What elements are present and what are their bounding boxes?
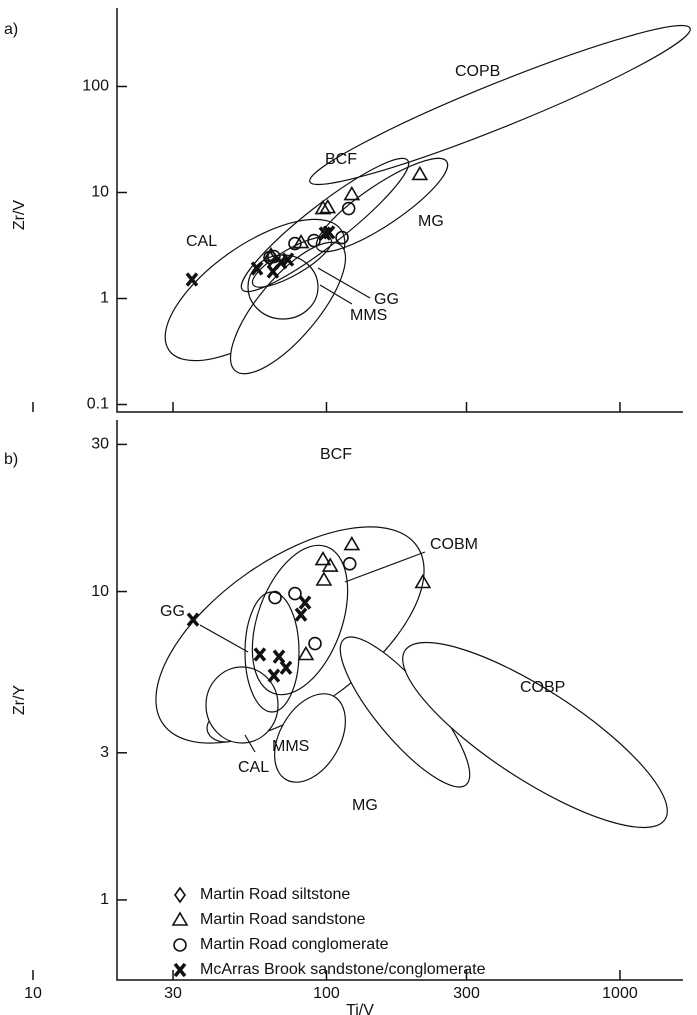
y-tick-label: 1 bbox=[100, 891, 109, 908]
axes bbox=[116, 420, 683, 981]
point bbox=[341, 201, 356, 216]
point bbox=[411, 165, 429, 181]
field-label: COBM bbox=[430, 536, 478, 553]
field bbox=[229, 241, 347, 375]
field bbox=[251, 544, 349, 696]
point bbox=[268, 590, 282, 605]
axes bbox=[116, 8, 683, 413]
y-tick-label: 10 bbox=[91, 583, 109, 600]
point bbox=[321, 557, 339, 572]
field-label: CAL bbox=[238, 759, 269, 776]
point bbox=[250, 261, 264, 276]
point bbox=[298, 595, 312, 610]
point bbox=[297, 645, 315, 661]
leader-line bbox=[319, 284, 353, 305]
legend-marker bbox=[173, 938, 187, 952]
panel-label: a) bbox=[4, 21, 18, 38]
panel-label: b) bbox=[4, 451, 18, 468]
point bbox=[308, 636, 322, 651]
point bbox=[171, 911, 189, 926]
y-tick-label: 0.1 bbox=[87, 396, 109, 413]
point bbox=[267, 249, 281, 264]
y-axis-label: Zr/Y bbox=[11, 685, 28, 716]
legend-label: McArras Brook sandstone/conglomerate bbox=[200, 961, 486, 978]
field-label: COPB bbox=[455, 63, 500, 80]
x-tick-label: 300 bbox=[453, 985, 480, 1002]
point bbox=[318, 226, 332, 241]
point bbox=[279, 660, 293, 675]
point bbox=[186, 612, 200, 627]
point bbox=[414, 573, 432, 589]
y-tick-label: 30 bbox=[91, 436, 109, 453]
field bbox=[205, 666, 279, 744]
leader-line bbox=[199, 624, 249, 653]
field-label: MMS bbox=[350, 307, 387, 324]
leader-line bbox=[317, 267, 371, 299]
field-label: MMS bbox=[272, 738, 309, 755]
field-label: GG bbox=[160, 603, 185, 620]
leader-line bbox=[344, 551, 426, 583]
point bbox=[185, 272, 199, 287]
legend-label: Martin Road conglomerate bbox=[200, 936, 389, 953]
x-tick-label: 1000 bbox=[602, 985, 638, 1002]
x-tick-label: 30 bbox=[164, 985, 182, 1002]
series bbox=[186, 595, 312, 683]
field bbox=[274, 693, 346, 783]
x-axis-label: Ti/V bbox=[346, 1002, 374, 1015]
field bbox=[251, 236, 333, 288]
point bbox=[288, 236, 302, 251]
fields-b bbox=[155, 526, 668, 829]
field-label: MG bbox=[418, 213, 444, 230]
y-axis-label: Zr/V bbox=[11, 200, 28, 231]
point bbox=[292, 233, 310, 249]
point bbox=[281, 252, 295, 267]
legend-label: Martin Road siltstone bbox=[200, 886, 350, 903]
series bbox=[185, 225, 336, 287]
point bbox=[314, 550, 332, 566]
point bbox=[314, 199, 332, 215]
y-tick-label: 3 bbox=[100, 744, 109, 761]
legend-marker bbox=[174, 886, 186, 904]
legend-label: Martin Road sandstone bbox=[200, 911, 366, 928]
field-label: MG bbox=[352, 797, 378, 814]
series bbox=[297, 536, 432, 661]
field bbox=[402, 641, 668, 829]
point bbox=[294, 607, 308, 622]
point bbox=[173, 962, 187, 978]
field-label: CAL bbox=[186, 233, 217, 250]
field-label: BCF bbox=[320, 446, 352, 463]
legend-marker bbox=[171, 911, 189, 926]
point bbox=[272, 649, 286, 664]
point bbox=[173, 938, 187, 952]
y-tick-label: 10 bbox=[91, 184, 109, 201]
field bbox=[309, 24, 691, 186]
field-label: GG bbox=[374, 291, 399, 308]
point bbox=[288, 586, 302, 601]
point bbox=[343, 185, 361, 201]
field-label: BCF bbox=[325, 151, 357, 168]
point bbox=[174, 886, 186, 904]
leader-line bbox=[244, 734, 256, 753]
x-tick-label: 10 bbox=[24, 985, 42, 1002]
y-tick-label: 100 bbox=[82, 78, 109, 95]
series bbox=[268, 557, 357, 651]
point bbox=[343, 536, 361, 551]
point bbox=[335, 230, 349, 245]
x-tick-label: 100 bbox=[313, 985, 340, 1002]
point bbox=[319, 198, 337, 214]
point bbox=[342, 557, 357, 571]
field bbox=[315, 157, 449, 253]
point bbox=[315, 571, 333, 586]
series bbox=[262, 165, 429, 262]
y-tick-label: 1 bbox=[100, 290, 109, 307]
point bbox=[267, 668, 281, 683]
point bbox=[253, 647, 267, 662]
legend-marker bbox=[173, 962, 187, 978]
fields-a bbox=[164, 24, 691, 375]
field-label: COBP bbox=[520, 679, 565, 696]
point bbox=[307, 233, 321, 248]
